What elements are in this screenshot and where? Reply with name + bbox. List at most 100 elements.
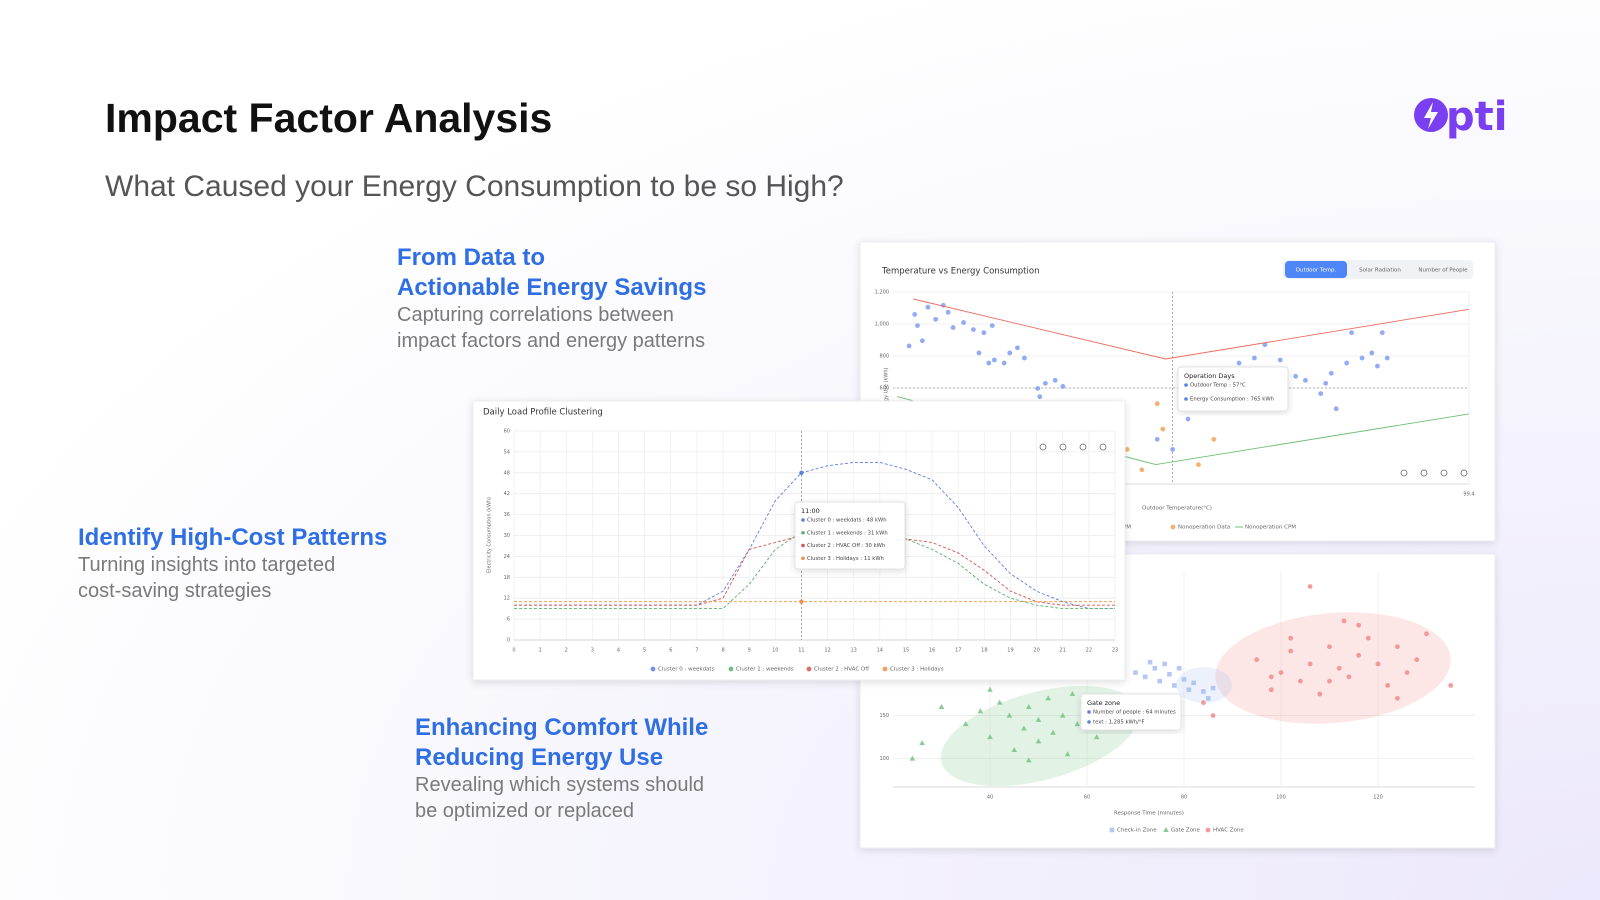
point [919,338,925,344]
feature-title: Reducing Energy Use [415,744,663,771]
tooltip-dot [1184,397,1188,401]
legend-label: Cluster 1 : weekends [736,667,794,673]
tab-active [1285,261,1347,278]
x-tick-label: 17 [955,648,961,654]
point [1356,622,1361,628]
feature-title: From Data to [397,244,545,271]
point [915,323,920,328]
point [909,755,916,761]
toolbar-button[interactable] [1420,469,1428,477]
point [1375,363,1380,369]
point [1424,631,1429,637]
feature-text: Revealing which systems should [415,774,704,796]
tab[interactable]: Number of People [1418,268,1468,274]
point [1210,713,1216,718]
point [1157,678,1163,684]
tooltip-line: Energy Consumption : 765 kWh [1190,397,1274,403]
toolbar-icon [1059,443,1067,451]
toolbar-icon [1079,443,1087,451]
y-tick-label: 1,200 [875,290,889,296]
y-tick-label: 150 [879,713,889,719]
x-tick-label: 18 [981,648,987,654]
tab-label[interactable]: Number of People [1418,268,1468,274]
point [1344,360,1350,366]
point [991,357,997,363]
point [1026,703,1032,709]
tab[interactable]: Solar Radiation [1359,268,1401,274]
point [1196,462,1201,468]
tooltip-box [1080,693,1182,731]
feature-text: impact factors and energy patterns [397,330,705,352]
point [1349,330,1354,336]
point [1201,700,1206,706]
tooltip-title: Gate zone [1087,699,1120,707]
point [1288,648,1294,654]
y-tick-label: 1,000 [875,322,889,328]
legend-marker [1170,524,1176,530]
point [1395,695,1400,701]
point [1336,665,1342,671]
x-tick-label: 16 [929,648,935,654]
chart-title: Daily Load Profile Clustering [483,408,603,418]
y-tick-label: 800 [879,354,889,360]
x-tick-label: 14 [877,648,883,654]
point [1288,635,1294,641]
legend-marker [1163,827,1169,832]
point [1007,350,1013,356]
legend-label: Cluster 0 : weekdats [658,667,715,673]
point [976,350,982,356]
point [970,327,976,332]
point [987,734,993,740]
point [1278,670,1284,675]
charts: Temperature vs Energy Consumption Outdoor… [472,241,1496,849]
x-tick-label: 80 [1181,795,1187,801]
legend-marker [1109,827,1115,833]
point [938,703,945,709]
logo-text: pti [1446,94,1507,140]
point [1026,757,1032,763]
point [919,740,925,746]
point [1448,683,1454,688]
toolbar-button[interactable] [1059,443,1067,451]
x-tick-label: 11 [798,648,804,654]
toolbar-button[interactable] [1440,469,1448,477]
toolbar-button[interactable] [1400,469,1408,477]
point [1303,377,1308,383]
tab-label[interactable]: Outdoor Temp. [1296,268,1337,274]
point [1176,665,1182,671]
point [1154,436,1160,442]
x-axis-label: Outdoor Temperature(°C) [1142,506,1212,512]
point [1022,355,1027,361]
tooltip-line: Cluster 0 : weekdats : 48 kWh [807,518,887,524]
point [1045,695,1051,701]
point [945,309,951,315]
tooltip-line: Number of people : 64 minutes [1093,710,1176,716]
x-tick-label: 13 [851,648,857,654]
tab[interactable]: Outdoor Temp. [1285,261,1347,278]
feature-title: Actionable Energy Savings [397,274,706,301]
toolbar-icon [1460,469,1468,477]
x-tick-label: 9 [748,648,751,654]
x-tick-label: 12 [824,648,830,654]
x-tick-label: 3 [591,648,594,654]
point [1050,729,1056,735]
toolbar-button[interactable] [1079,443,1087,451]
point [1139,467,1145,473]
x-tick-label: 8 [721,648,724,654]
tab-label[interactable]: Solar Radiation [1359,268,1401,274]
toolbar-button[interactable] [1099,443,1107,451]
x-tick-label: 15 [903,648,909,654]
point [1069,691,1076,697]
tooltip-title: 11:00 [801,507,820,515]
toolbar-button[interactable] [1039,443,1047,451]
legend-label: Gate Zone [1171,828,1201,834]
toolbar-button[interactable] [1460,469,1468,477]
point [1327,678,1332,684]
series-line [913,298,1470,360]
point [1064,751,1071,757]
x-tick-label: 4 [617,648,620,654]
tooltip-line: Cluster 1 : weekends : 31 kWh [807,530,888,536]
point [962,721,969,727]
point [1318,391,1324,396]
